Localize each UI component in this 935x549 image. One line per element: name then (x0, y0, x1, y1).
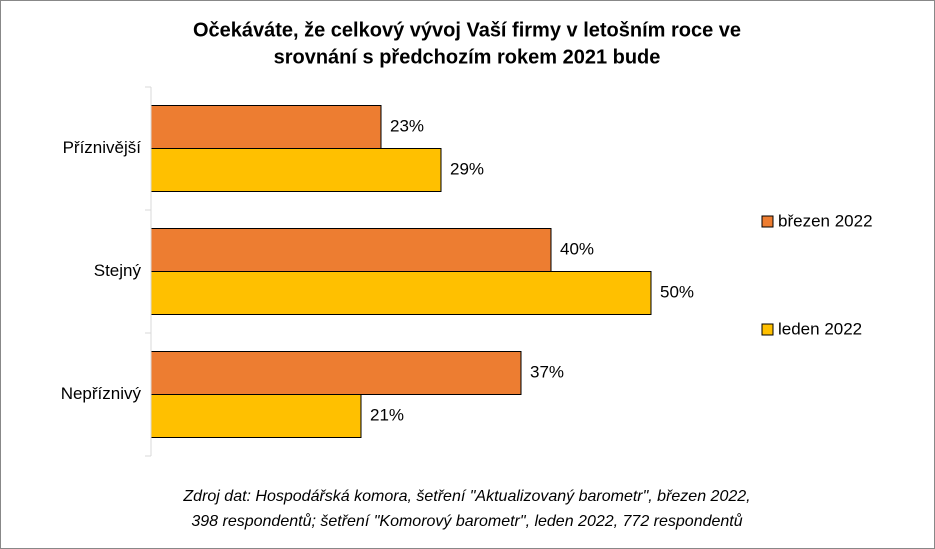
data-label: 29% (450, 159, 484, 178)
legend-swatch (761, 215, 774, 228)
data-label: 50% (660, 282, 694, 301)
bar (150, 105, 382, 149)
data-label: 40% (560, 239, 594, 258)
y-tick-label: Příznivější (63, 138, 142, 157)
chart-title: srovnání s předchozím rokem 2021 bude (274, 46, 661, 68)
legend-label: leden 2022 (778, 319, 862, 338)
chart-title: Očekáváte, že celkový vývoj Vaší firmy v… (193, 19, 741, 41)
bar (150, 228, 552, 272)
legend-label: březen 2022 (778, 211, 873, 230)
bar (150, 148, 442, 192)
bar (150, 351, 522, 395)
data-label: 23% (390, 116, 424, 135)
data-label: 21% (370, 405, 404, 424)
bar (150, 394, 362, 438)
source-note: Zdroj dat: Hospodářská komora, šetření "… (182, 488, 750, 505)
source-note: 398 respondentů; šetření "Komorový barom… (191, 512, 742, 530)
bar (150, 271, 652, 315)
y-tick-label: Stejný (94, 261, 142, 280)
legend-swatch (761, 323, 774, 336)
y-tick-label: Nepříznivý (61, 384, 142, 403)
data-label: 37% (530, 362, 564, 381)
